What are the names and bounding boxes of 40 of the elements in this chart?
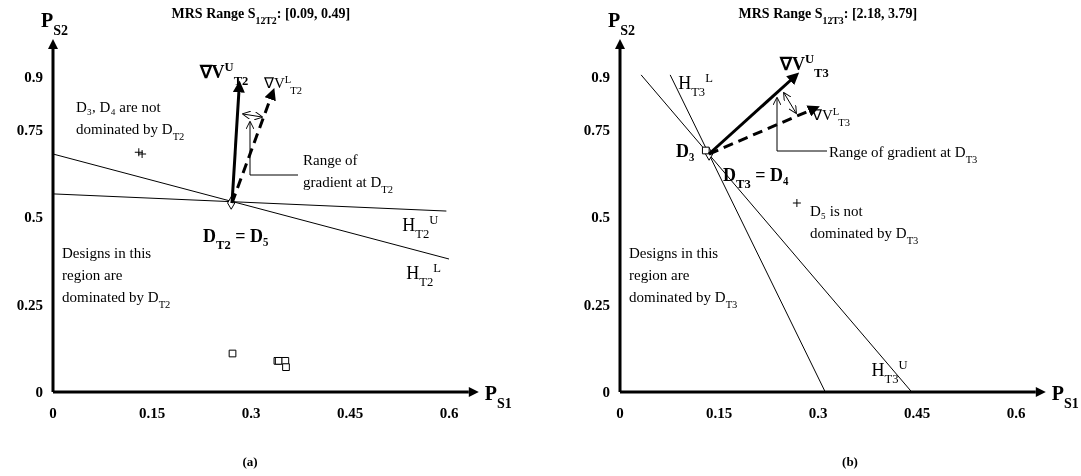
x-axis-title: P$_{S1}$ <box>1051 382 1079 411</box>
x-tick-label: 0 <box>49 405 57 421</box>
y-tick-label: 0.75 <box>16 121 43 138</box>
x-tick-label: 0.6 <box>1006 405 1026 421</box>
annotation: D$_{T2}$ = D₅ <box>203 226 269 252</box>
y-tick-label: 0 <box>35 384 43 400</box>
y-tick-label: 0.9 <box>591 69 610 85</box>
y-tick-label: 0.25 <box>583 296 610 313</box>
y-axis-title: P$_{S2}$ <box>41 9 69 38</box>
annotation: D₅ is not dominated by D$_{T3}$ <box>810 203 919 246</box>
chart-title: MRS Range S$_{12T2}$: [0.09, 0.49] <box>171 6 351 26</box>
point <box>701 146 710 155</box>
annotation: Designs in this region are dominated by D$_{T3}$ <box>629 245 738 310</box>
y-tick-label: 0 <box>602 384 610 400</box>
y-tick-label: 0.5 <box>591 209 610 225</box>
y-tick-label: 0.9 <box>24 69 43 85</box>
x-tick-label: 0.6 <box>439 405 459 421</box>
point <box>282 363 290 371</box>
x-tick-label: 0.3 <box>241 405 261 421</box>
x-axis-title: P$_{S1}$ <box>484 382 512 411</box>
x-tick-label: 0.3 <box>808 405 828 421</box>
annotation: D₃, D₄ are not dominated by D$_{T2}$ <box>76 99 185 142</box>
annotation: Range of gradient at D$_{T2}$ <box>303 152 393 195</box>
x-tick-label: 0.15 <box>138 405 166 421</box>
y-axis-title: P$_{S2}$ <box>608 9 636 38</box>
point <box>792 198 802 208</box>
annotation: Range of gradient at D$_{T3}$ <box>829 144 978 165</box>
text: (a) <box>242 454 258 469</box>
annotation: D₃ <box>676 141 695 161</box>
x-tick-label: 0 <box>616 405 624 421</box>
y-tick-label: 0.25 <box>16 296 43 313</box>
annotation: Designs in this region are dominated by D$_{T2}$ <box>62 245 171 310</box>
text: (b) <box>842 454 858 469</box>
point <box>228 349 237 358</box>
y-tick-label: 0.5 <box>24 209 43 225</box>
chart-title: MRS Range S$_{12T3}$: [2.18, 3.79] <box>738 6 918 26</box>
x-tick-label: 0.45 <box>336 405 364 421</box>
x-tick-label: 0.45 <box>903 405 931 421</box>
y-tick-label: 0.75 <box>583 121 610 138</box>
x-tick-label: 0.15 <box>705 405 733 421</box>
